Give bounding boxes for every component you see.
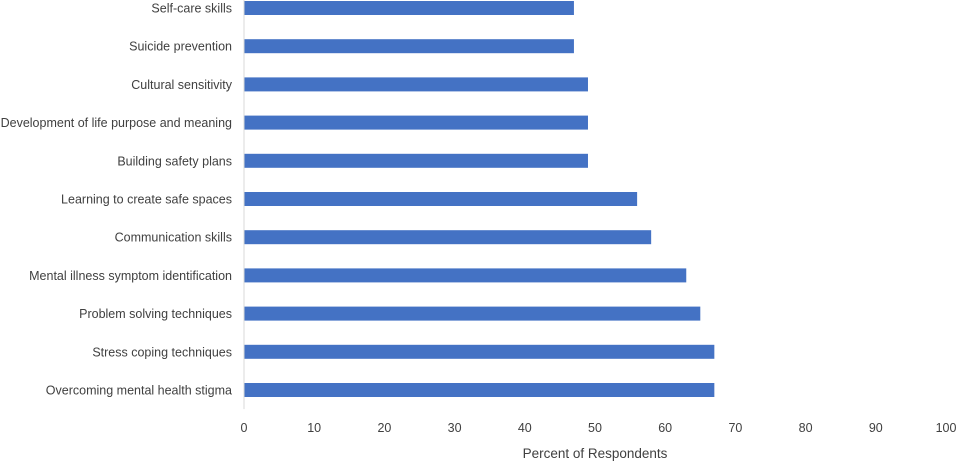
bar — [244, 115, 588, 130]
bar — [244, 77, 588, 92]
category-label: Learning to create safe spaces — [61, 193, 232, 207]
category-label: Self-care skills — [151, 2, 232, 16]
bars-group — [244, 1, 715, 397]
category-label: Development of life purpose and meaning — [1, 116, 232, 130]
bar — [244, 230, 652, 245]
x-tick-label: 40 — [518, 421, 532, 435]
x-tick-label: 60 — [658, 421, 672, 435]
category-labels: Self-care skills Suicide prevention Cultur… — [1, 2, 233, 398]
category-label: Problem solving techniques — [79, 307, 232, 321]
category-label: Communication skills — [115, 231, 232, 245]
x-tick-label: 10 — [307, 421, 321, 435]
category-label: Mental illness symptom identification — [29, 269, 232, 283]
x-tick-label: 50 — [588, 421, 602, 435]
x-tick-labels: 0 10 20 30 40 50 60 70 80 90 100 — [241, 421, 957, 435]
category-label: Overcoming mental health stigma — [46, 384, 232, 398]
x-tick-label: 80 — [799, 421, 813, 435]
x-tick-label: 70 — [728, 421, 742, 435]
bar — [244, 268, 687, 283]
x-tick-label: 100 — [936, 421, 957, 435]
x-tick-label: 20 — [377, 421, 391, 435]
category-label: Cultural sensitivity — [131, 78, 232, 92]
bar — [244, 192, 638, 206]
bar — [244, 383, 715, 397]
x-tick-label: 30 — [448, 421, 462, 435]
bar — [244, 344, 715, 359]
bar — [244, 39, 574, 54]
x-axis-title: Percent of Respondents — [523, 446, 668, 461]
x-tick-label: 0 — [241, 421, 248, 435]
bar — [244, 153, 588, 168]
bar — [244, 1, 574, 15]
category-label: Building safety plans — [117, 154, 232, 168]
category-label: Suicide prevention — [129, 40, 232, 54]
bar — [244, 306, 701, 321]
category-label: Stress coping techniques — [92, 345, 232, 359]
x-tick-label: 90 — [869, 421, 883, 435]
